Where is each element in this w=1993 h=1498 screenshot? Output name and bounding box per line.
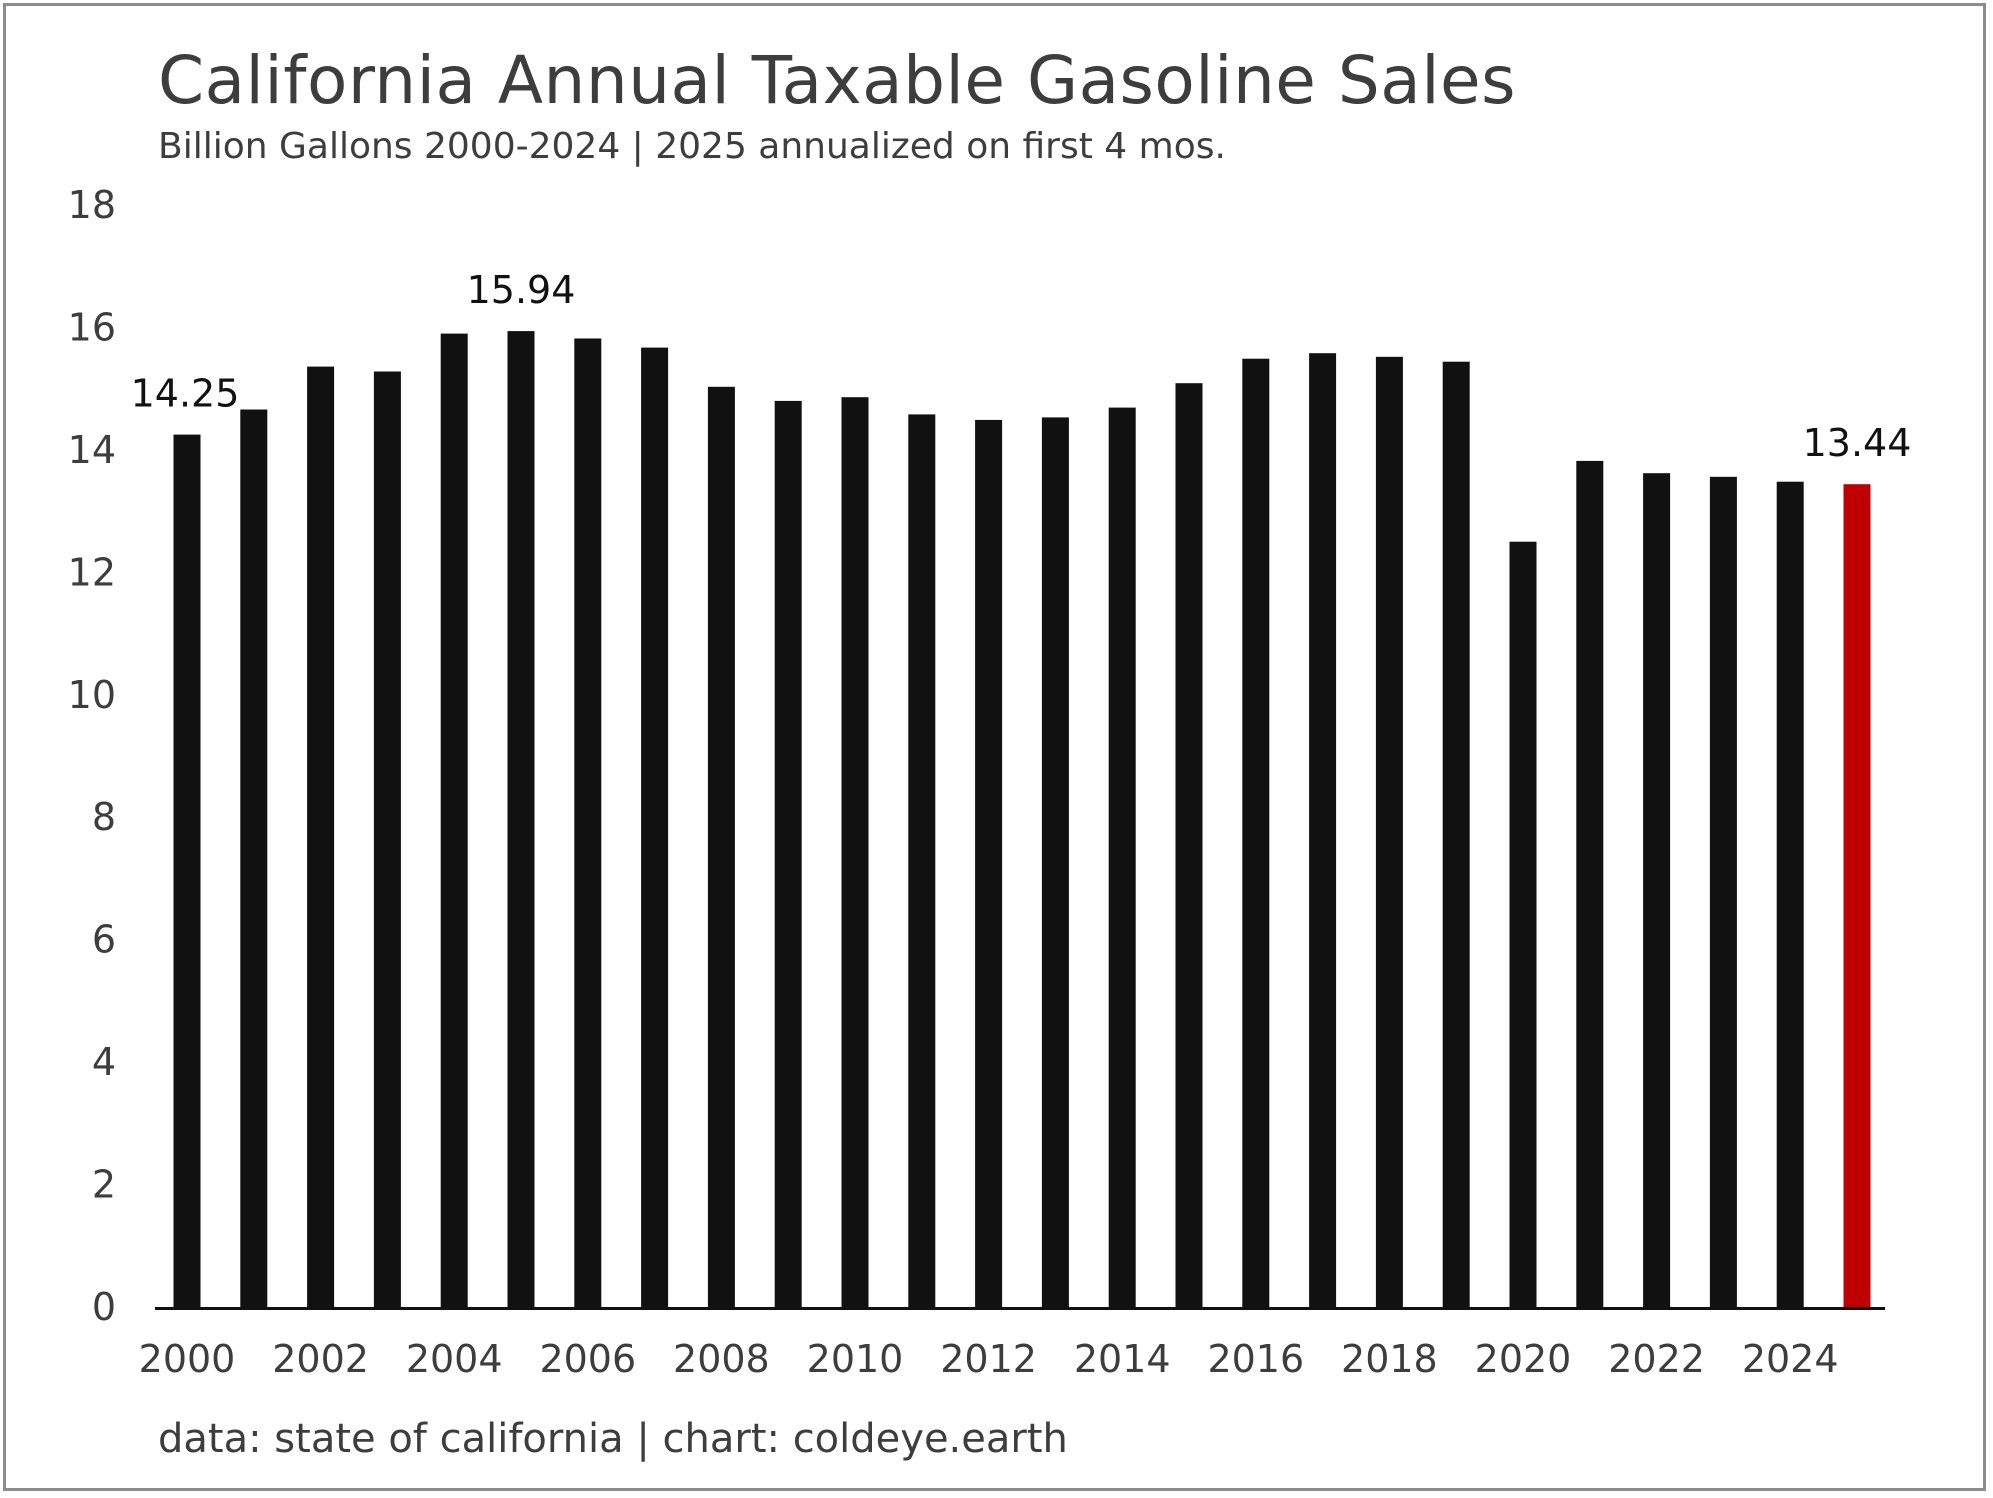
bar-2012 bbox=[975, 419, 1003, 1307]
x-tick-label-2020: 2020 bbox=[1475, 1337, 1572, 1381]
x-tick-label-2004: 2004 bbox=[406, 1337, 503, 1381]
y-tick-label-8: 8 bbox=[92, 795, 116, 839]
bar-2001 bbox=[240, 409, 268, 1307]
bar-2024 bbox=[1776, 481, 1804, 1307]
bar-2006 bbox=[574, 338, 602, 1307]
x-tick-label-2000: 2000 bbox=[139, 1337, 236, 1381]
y-tick-label-12: 12 bbox=[68, 550, 116, 594]
bar-2018 bbox=[1375, 356, 1403, 1307]
bar-2004 bbox=[440, 333, 468, 1308]
x-tick-label-2022: 2022 bbox=[1608, 1337, 1705, 1381]
y-tick-label-2: 2 bbox=[92, 1163, 116, 1207]
bar-2022 bbox=[1643, 473, 1671, 1307]
bar-2007 bbox=[641, 347, 669, 1308]
bar-2023 bbox=[1709, 476, 1737, 1307]
chart-source-note: data: state of california | chart: colde… bbox=[158, 1416, 1068, 1462]
bar-2021 bbox=[1576, 460, 1604, 1307]
bar-2014 bbox=[1108, 407, 1136, 1308]
x-tick-label-2012: 2012 bbox=[940, 1337, 1037, 1381]
y-tick-label-16: 16 bbox=[68, 305, 116, 349]
bar-2020 bbox=[1509, 541, 1537, 1307]
bar-2005 bbox=[507, 331, 535, 1308]
y-tick-label-4: 4 bbox=[92, 1040, 116, 1084]
y-tick-label-18: 18 bbox=[68, 183, 116, 227]
bar-2009 bbox=[774, 400, 802, 1307]
bar-2011 bbox=[908, 414, 936, 1307]
y-tick-label-10: 10 bbox=[68, 673, 116, 717]
bar-2003 bbox=[373, 371, 401, 1307]
bar-2002 bbox=[307, 366, 335, 1308]
x-axis-tick-labels: 2000 2002 2004 2006 2008 2010 2012 2014 2016 2018… bbox=[139, 1337, 1839, 1381]
y-tick-label-0: 0 bbox=[92, 1285, 116, 1329]
x-tick-label-2006: 2006 bbox=[539, 1337, 636, 1381]
y-tick-label-6: 6 bbox=[92, 918, 116, 962]
x-tick-label-2014: 2014 bbox=[1074, 1337, 1171, 1381]
x-tick-label-2018: 2018 bbox=[1341, 1337, 1438, 1381]
bar-2010 bbox=[841, 397, 869, 1307]
bar-2013 bbox=[1041, 417, 1069, 1307]
x-tick-label-2002: 2002 bbox=[272, 1337, 369, 1381]
bar-series bbox=[173, 331, 1871, 1308]
bar-2017 bbox=[1309, 353, 1337, 1307]
chart-frame bbox=[3, 3, 1986, 1491]
x-tick-label-2024: 2024 bbox=[1742, 1337, 1839, 1381]
data-labels: 14.25 15.94 13.44 bbox=[131, 268, 1912, 465]
data-label-2005: 15.94 bbox=[467, 268, 576, 312]
y-tick-label-14: 14 bbox=[68, 428, 116, 472]
x-tick-label-2016: 2016 bbox=[1207, 1337, 1304, 1381]
bar-2008 bbox=[707, 386, 735, 1307]
y-axis-tick-labels: 0 2 4 6 8 10 12 14 16 18 bbox=[68, 183, 116, 1329]
bar-2019 bbox=[1442, 361, 1470, 1307]
data-label-2025: 13.44 bbox=[1803, 421, 1912, 465]
bar-2000 bbox=[173, 434, 201, 1308]
bar-2016 bbox=[1242, 358, 1270, 1307]
chart-subtitle: Billion Gallons 2000-2024 | 2025 annuali… bbox=[158, 126, 1226, 167]
x-tick-label-2010: 2010 bbox=[807, 1337, 904, 1381]
data-label-2000: 14.25 bbox=[131, 372, 240, 416]
x-tick-label-2008: 2008 bbox=[673, 1337, 770, 1381]
bar-2015 bbox=[1175, 383, 1203, 1307]
bar-2025 bbox=[1843, 484, 1871, 1307]
chart-title: California Annual Taxable Gasoline Sales bbox=[158, 42, 1517, 119]
